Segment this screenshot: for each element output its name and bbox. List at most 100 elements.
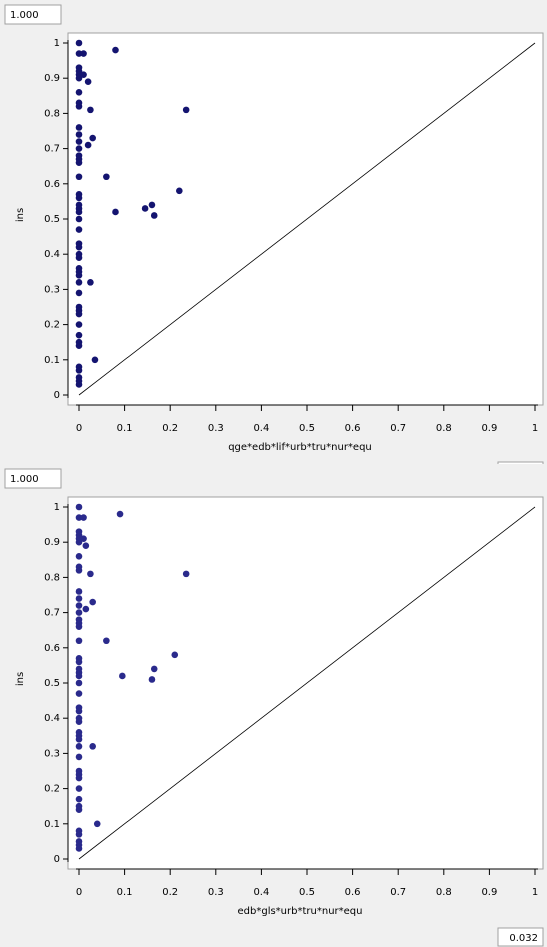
point — [75, 279, 83, 286]
point — [89, 598, 96, 606]
point — [75, 289, 83, 297]
y-tick-label: 0.4 — [44, 713, 60, 724]
bottom-label: 0.032 — [509, 933, 538, 944]
point — [75, 736, 83, 743]
point — [84, 78, 92, 86]
y-tick-label: 0 — [54, 854, 60, 865]
point — [75, 623, 83, 630]
point — [75, 321, 83, 328]
point — [75, 131, 83, 138]
point — [75, 50, 83, 57]
point — [80, 50, 87, 57]
x-tick-label: 0.1 — [117, 887, 133, 898]
point — [75, 774, 83, 782]
point — [75, 795, 83, 803]
point — [75, 595, 83, 602]
point — [75, 785, 83, 792]
y-tick-label: 0.1 — [44, 819, 60, 830]
plot-area — [67, 32, 544, 406]
x-axis-label: qge*edb*lif*urb*tru*nur*equ — [228, 442, 372, 453]
y-tick-label: 0.7 — [44, 608, 60, 619]
point — [75, 159, 83, 166]
point — [75, 145, 83, 152]
y-tick-label: 0.1 — [44, 355, 60, 366]
point — [112, 46, 119, 54]
diagonal — [78, 42, 536, 396]
x-tick-label: 0.7 — [390, 887, 406, 898]
x-tick-label: 0.2 — [162, 887, 178, 898]
point — [176, 187, 183, 195]
x-tick-label: 0.8 — [436, 887, 452, 898]
y-tick-label: 1 — [54, 502, 60, 513]
x-tick-label: 0.9 — [481, 423, 497, 434]
point — [75, 88, 83, 96]
point — [75, 514, 83, 521]
point — [75, 243, 83, 251]
point — [75, 103, 83, 110]
point — [82, 605, 90, 613]
point — [148, 201, 156, 209]
point — [150, 665, 158, 673]
point — [89, 743, 96, 750]
y-tick-label: 0.9 — [44, 73, 60, 84]
point — [75, 679, 83, 687]
point — [75, 194, 83, 202]
x-tick-label: 0.6 — [345, 423, 361, 434]
bottom-box — [497, 927, 544, 947]
x-tick-label: 0.2 — [162, 423, 178, 434]
x-tick-label: 0.7 — [390, 423, 406, 434]
y-tick-label: 0 — [54, 390, 60, 401]
point — [75, 658, 83, 666]
y-tick-label: 0.5 — [44, 678, 60, 689]
point — [87, 106, 94, 114]
point — [75, 367, 83, 374]
x-tick-label: 0 — [76, 887, 82, 898]
top-label: 1.000 — [10, 474, 39, 485]
point — [75, 215, 83, 223]
x-tick-label: 0.4 — [253, 423, 269, 434]
point — [75, 381, 83, 388]
point — [148, 676, 156, 683]
point — [87, 279, 94, 286]
x-tick-label: 0.3 — [208, 887, 224, 898]
point — [75, 743, 83, 750]
point — [89, 134, 96, 142]
point — [80, 535, 87, 542]
y-axis-label: ins — [15, 672, 26, 686]
y-tick-label: 0.6 — [44, 643, 60, 654]
point — [75, 538, 83, 546]
x-tick-label: 0.5 — [299, 887, 315, 898]
point — [82, 542, 90, 550]
x-tick-label: 0.5 — [299, 423, 315, 434]
x-axis-label: edb*gls*urb*tru*nur*equ — [238, 906, 363, 917]
y-tick-label: 0.2 — [44, 784, 60, 795]
point — [75, 718, 83, 726]
point — [75, 310, 83, 318]
point — [75, 831, 83, 838]
point — [75, 567, 83, 574]
top-box — [4, 4, 62, 25]
chart-panel: 0 0.1 0.2 0.3 0.4 0.5 0.6 0.7 0.8 0.9 1 0 0.1 0.2 0.3 0… — [0, 464, 547, 947]
point — [75, 208, 83, 216]
x-tick-label: 0.1 — [117, 423, 133, 434]
point — [80, 71, 87, 78]
point — [103, 637, 110, 645]
point — [80, 514, 87, 521]
point — [182, 106, 190, 114]
x-tick-label: 0.9 — [481, 887, 497, 898]
point — [171, 651, 179, 659]
point — [141, 205, 149, 212]
point — [75, 845, 83, 852]
top-box — [4, 468, 62, 489]
x-tick-label: 0.8 — [436, 423, 452, 434]
x-tick-label: 1 — [532, 423, 538, 434]
x-tick-label: 0.6 — [345, 887, 361, 898]
point — [112, 208, 119, 216]
point — [75, 254, 83, 262]
point — [75, 707, 83, 715]
x-tick-label: 0.4 — [253, 887, 269, 898]
point — [87, 570, 94, 578]
point — [75, 74, 83, 82]
point — [75, 602, 83, 609]
y-tick-label: 0.2 — [44, 320, 60, 331]
